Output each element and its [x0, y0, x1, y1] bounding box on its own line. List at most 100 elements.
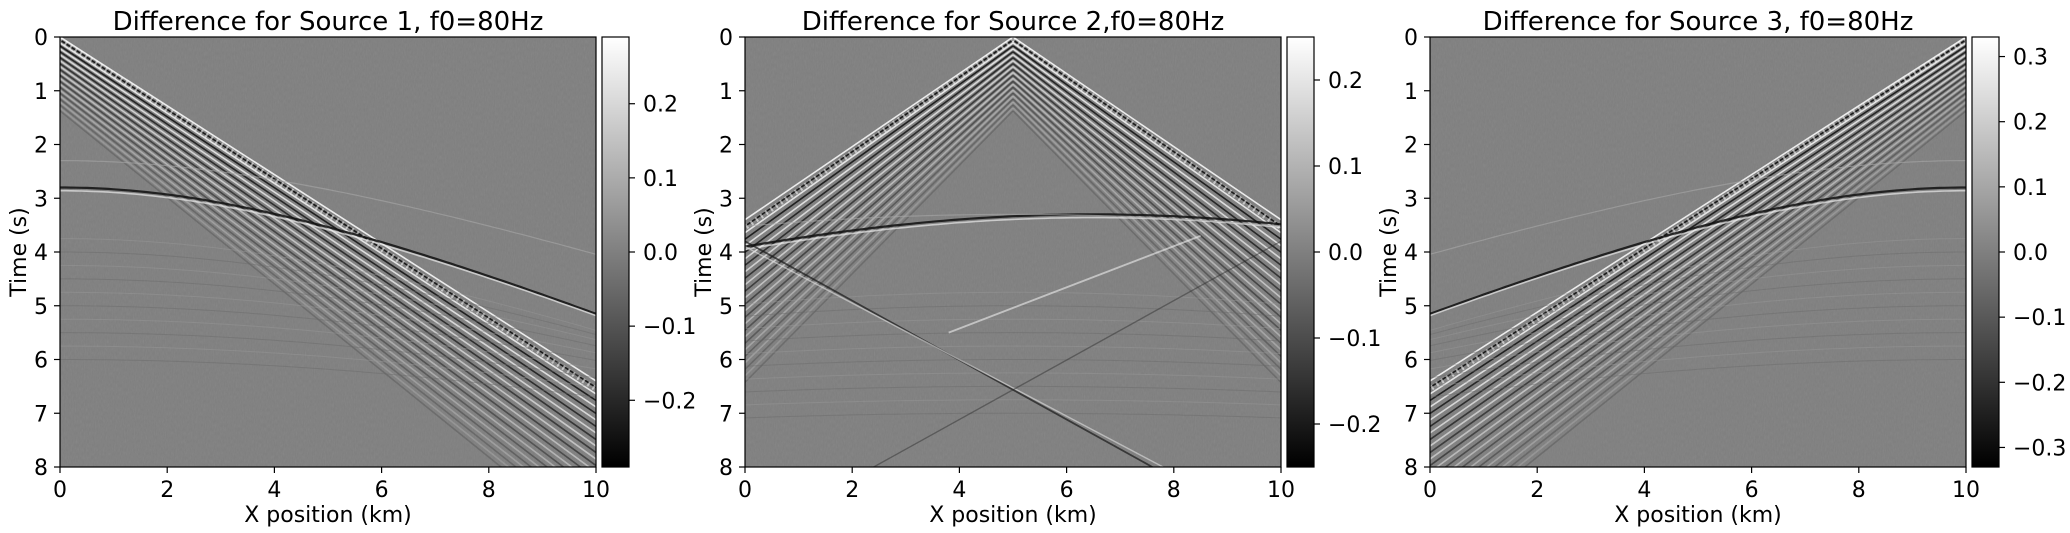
x-tick-label: 2 — [160, 478, 174, 503]
direct-wave-stripe — [745, 60, 1014, 273]
heatmap-image — [1430, 37, 1966, 467]
reflection-event-deep — [1430, 305, 1966, 361]
colorbar-tick-label: −0.1 — [643, 315, 696, 340]
x-tick-label: 8 — [1852, 478, 1866, 503]
reflection-event-dark — [1430, 186, 1966, 315]
colorbar — [1286, 36, 1315, 468]
colorbar-tick-label: 0.0 — [1328, 241, 1363, 266]
colorbar-tick-label: −0.2 — [643, 389, 696, 414]
reflection-event-deep — [60, 238, 596, 331]
x-tick-label: 6 — [375, 478, 389, 503]
reflection-event-deep — [60, 291, 596, 354]
y-axis-label: Time (s) — [1377, 207, 1402, 297]
colorbar-tick-label: −0.2 — [2013, 371, 2066, 396]
reflection-event-deep — [1430, 345, 1966, 388]
direct-wave-stripe — [1469, 89, 1966, 467]
reflection-event-deep — [1430, 359, 1966, 398]
y-tick-label: 4 — [34, 241, 48, 266]
direct-wave-stripe — [1430, 62, 1966, 441]
y-tick-label: 4 — [719, 241, 733, 266]
y-tick-label: 3 — [1404, 187, 1418, 212]
panel-3: 0 2 4 6 8 10 0 1 2 3 4 5 6 7 8 Difference for Source 3,… — [1377, 7, 2066, 528]
heatmap-image — [745, 37, 1281, 467]
reflection-event-deep — [1430, 264, 1966, 341]
direct-wave-ripple — [745, 37, 1015, 230]
y-tick-label: 5 — [34, 295, 48, 320]
reflection-event-deep — [745, 345, 1281, 355]
direct-wave-stripe — [1012, 42, 1281, 234]
colorbar-tick-label: 0.2 — [1328, 69, 1363, 94]
x-tick-label: 2 — [845, 478, 859, 503]
reflection-event-shallow — [1430, 160, 1966, 255]
y-tick-label: 7 — [1404, 402, 1418, 427]
chart-title: Difference for Source 1, f0=80Hz — [113, 7, 544, 37]
reflection-event-deep — [745, 318, 1281, 330]
y-tick-label: 2 — [34, 134, 48, 159]
colorbar-tick-label: 0.1 — [643, 167, 678, 192]
direct-wave-stripe — [1012, 37, 1281, 221]
reflection-event-deep — [60, 251, 596, 335]
direct-wave-stripe — [1444, 80, 1966, 467]
direct-wave-stripe — [1012, 65, 1281, 286]
direct-wave-stripe — [1012, 101, 1281, 364]
y-tick-label: 5 — [1404, 295, 1418, 320]
reflection-event-deep — [60, 318, 596, 370]
direct-wave-stripe — [60, 98, 533, 467]
reflection-event-deep — [745, 359, 1281, 367]
x-tick-label: 6 — [1060, 478, 1074, 503]
y-tick-label: 3 — [34, 187, 48, 212]
y-tick-label: 2 — [719, 134, 733, 159]
direct-wave-stripe — [60, 62, 596, 441]
x-tick-label: 6 — [1745, 478, 1759, 503]
colorbar-tick-label: 0.2 — [2013, 111, 2048, 136]
reflection-event-light — [60, 189, 596, 317]
reflection-event-deep — [745, 332, 1281, 342]
colorbar-tick-label: −0.2 — [1328, 413, 1381, 438]
direct-wave-stripe — [1012, 68, 1281, 292]
direct-wave-stripe — [1430, 71, 1966, 460]
reflection-event-deep — [745, 385, 1281, 393]
heatmap-image — [60, 37, 596, 467]
y-tick-label: 1 — [719, 80, 733, 105]
direct-wave-stripe — [60, 104, 518, 467]
colorbar-tick-label: 0.0 — [643, 241, 678, 266]
direct-wave-stripe — [60, 65, 596, 447]
direct-wave-stripe — [745, 71, 1014, 299]
x-tick-label: 10 — [1952, 478, 1980, 503]
x-tick-label: 0 — [738, 478, 752, 503]
direct-wave-stripe — [745, 80, 1014, 318]
y-tick-label: 6 — [1404, 349, 1418, 374]
y-tick-label: 6 — [34, 349, 48, 374]
reflection-event-deep — [60, 278, 596, 347]
direct-wave-stripe — [745, 54, 1014, 260]
y-tick-label: 0 — [719, 26, 733, 51]
x-tick-label: 2 — [1530, 478, 1544, 503]
reflection-event-deep — [745, 372, 1281, 380]
direct-wave-stripe — [60, 110, 503, 467]
x-axis-label: X position (km) — [244, 503, 412, 528]
direct-wave-stripe — [1461, 86, 1966, 467]
colorbar-tick-label: 0.1 — [2013, 176, 2048, 201]
direct-wave-stripe — [1477, 92, 1966, 467]
noise-texture — [745, 37, 1281, 467]
direct-wave-stripe — [745, 77, 1014, 312]
direct-wave-stripe — [60, 74, 596, 467]
reflection-event-deep — [1430, 332, 1966, 379]
x-tick-label: 0 — [53, 478, 67, 503]
y-tick-label: 4 — [1404, 241, 1418, 266]
direct-wave-stripe — [1012, 95, 1281, 351]
direct-wave-stripe — [1012, 86, 1281, 331]
direct-wave-stripe — [1501, 101, 1966, 467]
reflection-event-deep — [1430, 318, 1966, 370]
y-tick-label: 5 — [719, 295, 733, 320]
y-tick-label: 7 — [34, 402, 48, 427]
direct-wave-stripe — [1012, 60, 1281, 273]
direct-wave-stripe — [1430, 45, 1966, 402]
reflection-event-deep — [745, 305, 1281, 317]
colorbar-tick-label: 0.2 — [643, 93, 678, 118]
direct-wave-stripe — [1012, 54, 1281, 260]
direct-wave-stripe — [1430, 68, 1966, 454]
direct-wave-stripe — [1012, 80, 1281, 318]
y-axis-label: Time (s) — [7, 207, 32, 297]
